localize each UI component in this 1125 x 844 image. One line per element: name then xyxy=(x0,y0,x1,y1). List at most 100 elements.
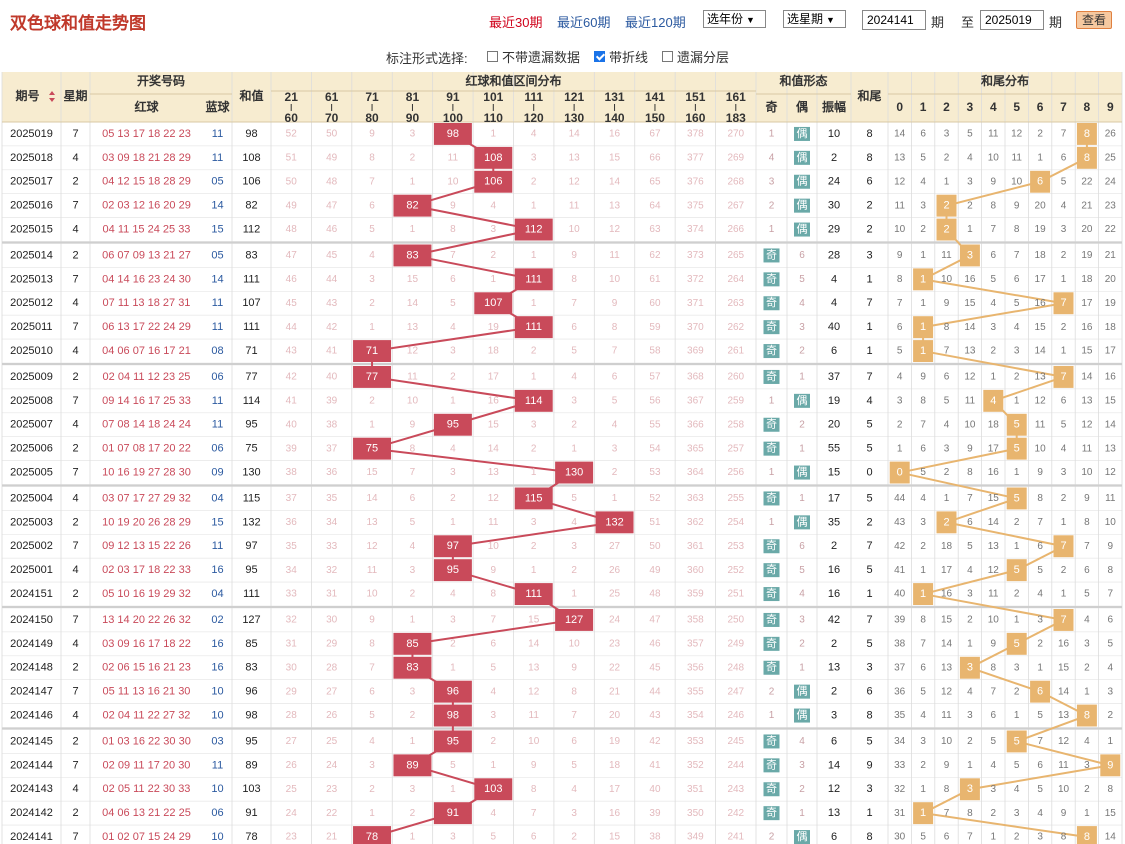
tail-omission-cell: 15 xyxy=(1105,395,1117,406)
blue-ball-cell: 11 xyxy=(212,419,223,431)
zone-omission-cell: 3 xyxy=(410,686,416,697)
tail-omission-cell: 3 xyxy=(991,322,997,333)
zone-omission-cell: 366 xyxy=(687,419,704,430)
year-select[interactable]: 选年份 ▼ xyxy=(703,10,766,28)
tail-omission-cell: 9 xyxy=(1014,200,1020,211)
sum-cell: 103 xyxy=(242,783,260,795)
zone-omission-cell: 24 xyxy=(609,615,621,626)
option-with-line[interactable]: 带折线 xyxy=(594,47,648,66)
zone-omission-cell: 3 xyxy=(450,346,456,357)
sum-zone-marker xyxy=(433,535,472,558)
zone-omission-cell: 3 xyxy=(571,808,577,819)
range-top-label: 71 xyxy=(365,90,379,104)
red-balls-cell: 02 04 11 12 23 25 xyxy=(103,371,191,383)
odd-marker xyxy=(763,441,780,456)
recent-30-link[interactable]: 最近30期 xyxy=(489,15,543,30)
zone-omission-cell: 48 xyxy=(649,589,661,600)
weekday-select[interactable]: 选星期 ▼ xyxy=(783,10,846,28)
tail-omission-cell: 14 xyxy=(1058,686,1070,697)
even-marker xyxy=(794,684,810,699)
tail-omission-cell: 1 xyxy=(920,784,926,795)
range-bottom-label: 90 xyxy=(406,111,420,125)
red-balls-cell: 04 06 07 16 17 21 xyxy=(102,345,191,357)
tail-omission-cell: 2 xyxy=(967,736,973,747)
sum-zone-value: 111 xyxy=(525,321,542,333)
tail-omission-cell: 2 xyxy=(967,615,973,626)
tail-digit-marker xyxy=(1006,413,1027,436)
tail-omission-cell: 4 xyxy=(897,372,903,383)
tail-omission-cell: 8 xyxy=(944,784,950,795)
zone-omission-cell: 23 xyxy=(286,832,298,843)
tail-cell: 3 xyxy=(866,783,872,795)
zone-omission-cell: 49 xyxy=(326,152,338,163)
weekday-cell: 2 xyxy=(72,662,78,674)
sum-cell: 130 xyxy=(242,466,260,478)
sum-zone-marker xyxy=(474,146,513,169)
recent-120-link[interactable]: 最近120期 xyxy=(625,15,686,30)
tail-omission-cell: 6 xyxy=(920,662,926,673)
zone-omission-cell: 4 xyxy=(612,419,618,430)
zone-omission-cell: 358 xyxy=(687,615,704,626)
zone-omission-cell: 43 xyxy=(649,710,661,721)
checkbox[interactable] xyxy=(594,51,605,62)
sum-zone-value: 78 xyxy=(366,831,378,843)
zone-omission-cell: 14 xyxy=(407,298,419,309)
sum-cell: 95 xyxy=(245,419,257,431)
option-no-omission[interactable]: 不带遗漏数据 xyxy=(487,47,580,66)
tail-omission-cell: 12 xyxy=(988,565,1000,576)
tail-cell: 5 xyxy=(866,419,872,431)
zone-omission-cell: 47 xyxy=(326,200,338,211)
blue-ball-cell: 14 xyxy=(211,200,223,212)
tail-omission-cell: 3 xyxy=(1014,808,1020,819)
odd-marker xyxy=(763,636,780,651)
odd-label: 奇 xyxy=(766,587,777,600)
zone-omission-cell: 1 xyxy=(450,662,456,673)
amplitude-cell: 12 xyxy=(828,783,840,795)
tail-omission-cell: 5 xyxy=(944,395,950,406)
zone-omission-cell: 12 xyxy=(569,176,581,187)
checkbox[interactable] xyxy=(662,51,673,62)
zone-omission-cell: 352 xyxy=(687,760,704,771)
tail-omission-cell: 38 xyxy=(894,638,906,649)
weekday-cell: 7 xyxy=(72,395,78,407)
period-cell: 2024150 xyxy=(10,614,53,626)
to-period-input[interactable]: 2025019 xyxy=(980,10,1044,30)
zone-omission-cell: 6 xyxy=(369,686,375,697)
zone-omission-cell: 1 xyxy=(410,832,416,843)
zone-omission-cell: 6 xyxy=(531,832,537,843)
zone-omission-cell: 13 xyxy=(407,322,419,333)
red-balls-cell: 01 02 07 15 24 29 xyxy=(102,831,191,843)
tail-omission-cell: 5 xyxy=(967,129,973,140)
zone-omission-cell: 1 xyxy=(369,322,375,333)
from-period-input[interactable]: 2024141 xyxy=(862,10,926,30)
sum-zone-value: 82 xyxy=(406,200,418,212)
tail-omission-cell: 23 xyxy=(1105,200,1117,211)
tail-omission-cell: 2 xyxy=(1014,589,1020,600)
tail-omission-cell: 3 xyxy=(991,784,997,795)
blue-ball-cell: 11 xyxy=(212,540,223,552)
zone-omission-cell: 2 xyxy=(369,784,375,795)
tail-omission-cell: 8 xyxy=(991,200,997,211)
zone-omission-cell: 375 xyxy=(687,200,704,211)
zone-omission-cell: 66 xyxy=(649,152,661,163)
tail-omission-cell: 2 xyxy=(1061,250,1067,261)
zone-omission-cell: 5 xyxy=(612,395,618,406)
tail-omission-cell: 1 xyxy=(944,176,950,187)
zone-omission-cell: 355 xyxy=(687,686,704,697)
tail-omission-cell: 15 xyxy=(964,298,976,309)
view-button[interactable]: 查看 xyxy=(1076,11,1112,29)
zone-omission-cell: 4 xyxy=(450,322,456,333)
option-layered-omission[interactable]: 遗漏分层 xyxy=(662,47,729,66)
recent-60-link[interactable]: 最近60期 xyxy=(557,15,611,30)
tail-omission-cell: 17 xyxy=(1035,274,1047,285)
red-balls-cell: 02 04 11 22 27 32 xyxy=(103,709,191,721)
tail-omission-cell: 13 xyxy=(988,541,1000,552)
tail-omission-cell: 5 xyxy=(991,736,997,747)
tail-omission-cell: 18 xyxy=(941,541,953,552)
zone-omission-cell: 374 xyxy=(687,224,704,235)
checkbox[interactable] xyxy=(487,51,498,62)
header-even: 偶 xyxy=(796,99,808,114)
tail-digit-header: 5 xyxy=(1013,100,1020,114)
tail-omission-cell: 18 xyxy=(988,419,1000,430)
sum-zone-marker xyxy=(353,366,392,388)
